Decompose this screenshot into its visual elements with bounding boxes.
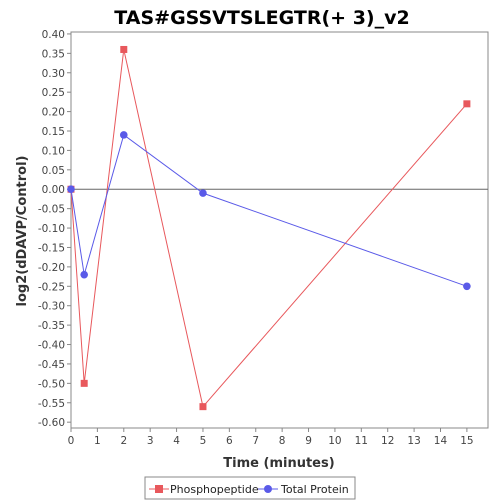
- data-point-phosphopeptide: [463, 100, 471, 108]
- data-point-phosphopeptide: [199, 403, 207, 411]
- data-point-total-protein: [119, 131, 128, 139]
- data-point-phosphopeptide: [120, 45, 128, 53]
- y-axis: 0.40 0.35 0.30 0.25 0.20 0.15 0.10 0.05 0.00 -0.0…: [38, 29, 71, 429]
- y-tick-label: 0.15: [42, 126, 65, 138]
- y-tick-label: -0.35: [38, 320, 65, 332]
- data-point-total-protein: [463, 282, 471, 291]
- legend-square-marker: [155, 485, 163, 493]
- plot-border: [70, 31, 489, 429]
- y-tick-label: 0.00: [42, 184, 65, 196]
- legend-label-total-protein: Total Protein: [280, 483, 349, 496]
- x-tick-label: 15: [460, 435, 473, 447]
- y-tick-label: 0.35: [42, 48, 65, 60]
- y-tick-label: 0.25: [42, 87, 65, 99]
- y-tick-label: -0.10: [38, 223, 65, 235]
- data-point-total-protein: [67, 185, 75, 194]
- plot-area: [70, 31, 489, 429]
- x-tick-label: 11: [355, 435, 368, 447]
- y-tick-label: -0.45: [38, 359, 65, 371]
- x-tick-label: 1: [94, 435, 101, 447]
- x-tick-label: 12: [381, 435, 394, 447]
- y-tick-label: -0.50: [38, 378, 65, 390]
- data-point-phosphopeptide: [80, 379, 88, 387]
- x-tick-label: 3: [147, 435, 154, 447]
- y-tick-label: -0.20: [38, 262, 65, 274]
- legend-item-phosphopeptide: Phosphopeptide: [149, 483, 259, 496]
- y-tick-label: -0.40: [38, 340, 65, 352]
- y-tick-label: 0.40: [42, 29, 65, 41]
- legend: Phosphopeptide Total Protein: [144, 476, 356, 500]
- chart-title: TAS#GSSVTSLEGTR(+ 3)_v2: [114, 7, 409, 29]
- x-tick-label: 6: [226, 435, 233, 447]
- legend-item-total-protein: Total Protein: [258, 483, 349, 496]
- x-tick-label: 5: [200, 435, 207, 447]
- x-axis: 0 1 2 3 4 5 6 7 8 9 10 11 12 13 14 15: [68, 428, 474, 447]
- y-tick-label: 0.05: [42, 165, 65, 177]
- x-tick-label: 8: [279, 435, 286, 447]
- x-tick-label: 2: [120, 435, 127, 447]
- y-axis-label: log2(dDAVP/Control): [15, 156, 30, 307]
- y-tick-label: -0.60: [38, 417, 65, 429]
- data-point-total-protein: [80, 270, 88, 279]
- x-tick-label: 14: [434, 435, 448, 447]
- legend-circle-marker: [264, 485, 272, 493]
- data-point-total-protein: [199, 189, 207, 197]
- legend-label-phosphopeptide: Phosphopeptide: [170, 483, 259, 496]
- x-tick-label: 0: [68, 435, 75, 447]
- x-tick-label: 4: [173, 435, 180, 447]
- x-tick-label: 10: [328, 435, 341, 447]
- y-tick-label: 0.20: [42, 107, 65, 119]
- x-axis-label: Time (minutes): [223, 456, 334, 471]
- legend-box: [144, 476, 356, 500]
- x-tick-label: 13: [407, 435, 420, 447]
- y-tick-label: -0.30: [38, 301, 65, 313]
- y-tick-label: -0.55: [38, 398, 65, 410]
- y-tick-label: -0.15: [38, 242, 65, 254]
- series-layer: [67, 45, 471, 411]
- x-tick-label: 9: [305, 435, 312, 447]
- y-tick-label: 0.30: [42, 68, 65, 80]
- y-tick-label: -0.05: [38, 204, 65, 216]
- y-tick-label: 0.10: [42, 145, 65, 157]
- x-tick-label: 7: [252, 435, 259, 447]
- y-tick-label: -0.25: [38, 281, 65, 293]
